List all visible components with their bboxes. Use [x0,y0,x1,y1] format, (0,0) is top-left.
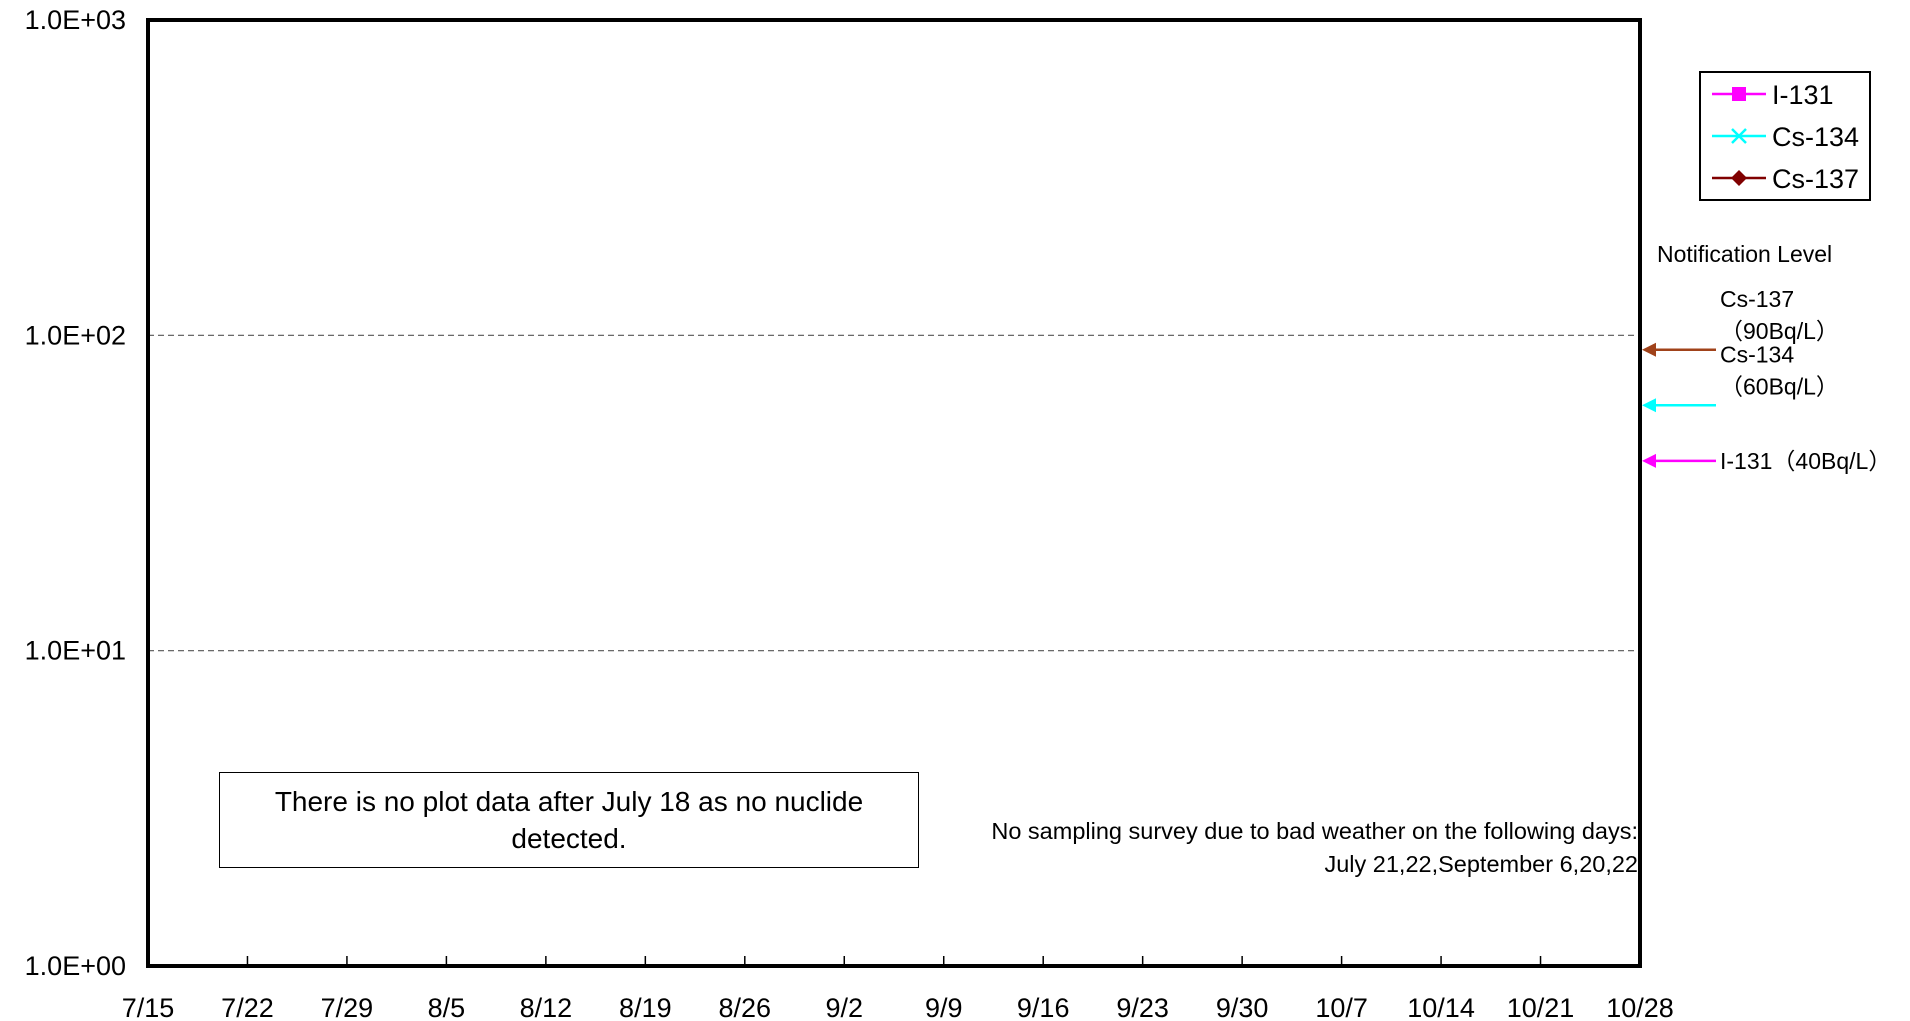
notification-label-1-line-2: （60Bq/L） [1720,373,1839,399]
notification-arrow-head-1 [1642,398,1656,413]
x-tick-label-0: 7/15 [122,993,175,1021]
no-data-note-line-2: detected. [511,823,627,854]
x-tick-label-10: 9/23 [1116,993,1169,1021]
notification-label-0-line-1: Cs-137 [1720,286,1794,312]
notification-levels: Notification Level Cs-137 （90Bq/L）Cs-134 （6… [1642,241,1891,474]
x-tick-label-7: 9/2 [825,993,863,1021]
x-tick-label-3: 8/5 [428,993,466,1021]
x-axis: 7/15 7/22 7/29 8/5 8/12 8/19 8/26 9/2 9/9 9/16 9/2… [122,956,1674,1021]
legend: I-131 Cs-134 Cs-137 [1699,71,1871,201]
x-tick-label-11: 9/30 [1216,993,1269,1021]
x-tick-label-14: 10/21 [1507,993,1575,1021]
x-tick-label-1: 7/22 [221,993,274,1021]
x-tick-label-6: 8/26 [719,993,772,1021]
y-tick-label-1: 1.0E+01 [25,636,126,666]
x-tick-label-8: 9/9 [925,993,963,1021]
legend-marker-x-stroke-2 [1731,128,1747,144]
legend-label-1: Cs-134 [1772,122,1859,152]
x-tick-label-15: 10/28 [1606,993,1674,1021]
y-tick-label-2: 1.0E+02 [25,320,126,350]
x-tick-label-5: 8/19 [619,993,672,1021]
legend-marker-x [1731,128,1747,144]
legend-label-2: Cs-137 [1772,164,1859,194]
notification-label-0-line-2: （90Bq/L） [1720,318,1839,344]
x-tick-label-4: 8/12 [520,993,573,1021]
x-tick-label-12: 10/7 [1315,993,1368,1021]
legend-label-0: I-131 [1772,80,1834,110]
weather-note-line-1: No sampling survey due to bad weather on… [991,818,1638,844]
notification-arrow-head-0 [1642,342,1656,357]
notification-label-2: I-131（40Bq/L） [1720,448,1891,474]
plot-area [146,18,1642,968]
x-tick-label-9: 9/16 [1017,993,1070,1021]
y-axis: 1.0E+00 1.0E+01 1.0E+02 1.0E+03 [25,5,126,981]
notification-level-title: Notification Level [1657,241,1832,267]
x-tick-label-13: 10/14 [1407,993,1475,1021]
notification-arrow-head-2 [1642,453,1656,468]
legend-marker-square [1732,87,1746,101]
no-data-note-line-1: There is no plot data after July 18 as n… [274,786,864,817]
weather-note: No sampling survey due to bad weather on… [991,815,1638,881]
y-tick-label-0: 1.0E+00 [25,951,126,981]
legend-marker-diamond [1731,170,1747,186]
grid-lines [148,334,1640,652]
x-tick-label-2: 7/29 [321,993,374,1021]
no-data-note: There is no plot data after July 18 as n… [219,772,919,868]
y-tick-label-3: 1.0E+03 [25,5,126,35]
weather-note-line-2: July 21,22,September 6,20,22 [1324,851,1638,877]
notification-label-1-line-1: Cs-134 [1720,341,1794,367]
